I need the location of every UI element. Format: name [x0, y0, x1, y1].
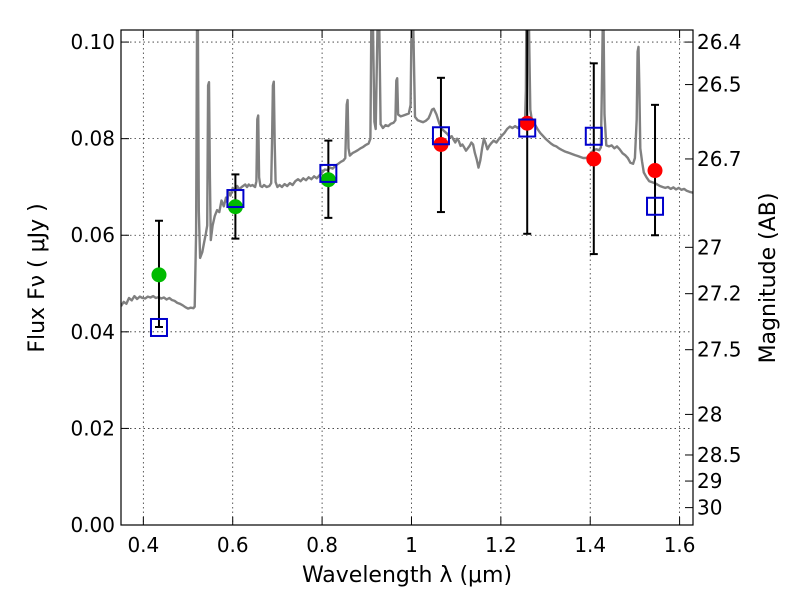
data-point [320, 172, 336, 188]
data-point [151, 267, 167, 283]
x-tick-label: 1.4 [574, 533, 606, 557]
model-point [226, 189, 245, 209]
model-spectrum-line [121, 30, 693, 310]
data-markers [149, 115, 665, 337]
y2-tick-label: 29 [697, 469, 722, 493]
x-axis-label: Wavelength λ (μm) [302, 563, 512, 588]
y2-tick-label: 27.2 [697, 282, 742, 306]
y-tick-label: 0.08 [70, 127, 115, 151]
y-axis-ticks: 0.00 0.02 0.04 0.06 0.08 0.10 [70, 30, 129, 537]
y2-axis-ticks: 26.4 26.5 26.7 27 27.2 27.5 28 28.529 30 [685, 30, 742, 520]
y2-tick-label: 26.7 [697, 147, 742, 171]
x-tick-label: 1.2 [485, 533, 517, 557]
y2-tick-label: 26.5 [697, 73, 742, 97]
data-point [519, 115, 535, 131]
model-point [431, 126, 450, 146]
y2-tick-label: 28 [697, 402, 722, 426]
x-tick-label: 0.8 [306, 533, 338, 557]
x-tick-label: 0.6 [217, 533, 249, 557]
model-point [149, 317, 168, 337]
x-tick-label: 1 [405, 533, 418, 557]
data-point [647, 163, 663, 179]
x-axis-ticks: 0.4 0.6 0.8 1 1.2 1.4 1.6 [127, 30, 696, 557]
y2-tick-label: 27 [697, 235, 722, 259]
y-axis-label: Flux Fν ( μJy ) [25, 203, 50, 352]
y-tick-label: 0.10 [70, 30, 115, 54]
data-point [586, 151, 602, 167]
x-tick-label: 1.6 [664, 533, 696, 557]
model-point [584, 126, 603, 146]
model-point [518, 118, 537, 138]
y2-axis-label: Magnitude (AB) [756, 193, 781, 364]
y2-tick-label: 26.4 [697, 30, 742, 54]
y-tick-label: 0.00 [70, 513, 115, 537]
model-point [319, 163, 338, 183]
y2-tick-label: 30 [697, 496, 722, 520]
grid [121, 30, 693, 526]
x-tick-label: 0.4 [127, 533, 159, 557]
y-tick-label: 0.02 [70, 416, 115, 440]
y2-tick-label: 28.5 [697, 443, 742, 467]
y-tick-label: 0.06 [70, 223, 115, 247]
y2-tick-label: 27.5 [697, 338, 742, 362]
model-point [646, 196, 665, 216]
error-bars [154, 30, 660, 328]
plot-frame [120, 29, 694, 526]
y-tick-label: 0.04 [70, 320, 115, 344]
